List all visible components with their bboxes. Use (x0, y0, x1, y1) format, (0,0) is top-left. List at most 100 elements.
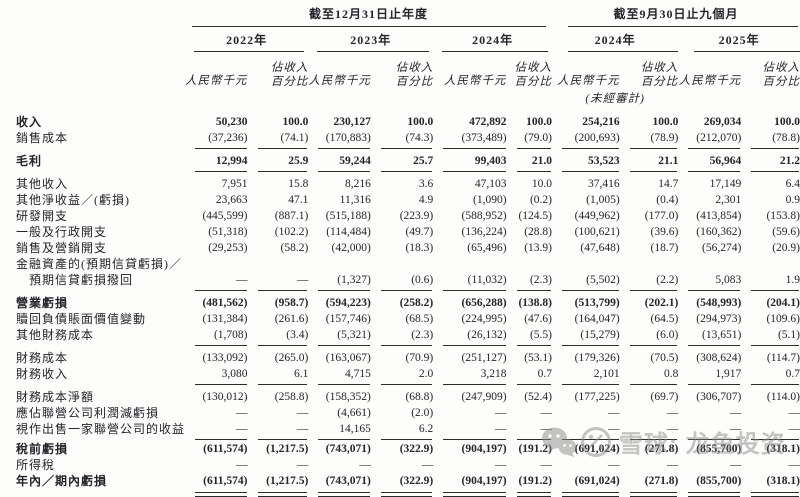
table-row: 財務收入 3,080 6.1 4,715 2.0 3,218 0.7 2,101 0.8 1,91… (16, 366, 800, 385)
unaudited-note: (未經審計) (585, 93, 645, 105)
value-cell: (79.0) (507, 130, 552, 149)
value-cell: (855,700) (696, 443, 742, 455)
value-cell: 2,301 (715, 194, 742, 206)
table-row: 財務成本 (133,092) (265.0) (163,067) (70.9) (251,… (16, 343, 800, 366)
value-cell: — (185, 272, 248, 291)
value-cell: (6.0) (620, 327, 678, 346)
value-cell (678, 256, 741, 272)
unaudited-note-row: (未經審計) (16, 89, 800, 114)
value-cell: (114.0) (766, 391, 800, 403)
value-cell: (271.8) (644, 443, 679, 455)
value-cell: (59.6) (772, 226, 800, 238)
year-header-2023: 2023年 (308, 27, 433, 52)
value-cell: (0.6) (371, 272, 433, 291)
table-row: 稅前虧損 (611,574) (1,217.5) (743,071) (322.9) (9… (16, 437, 800, 457)
value-cell: 50,230 (215, 116, 248, 128)
value-cell: (5,321) (308, 327, 371, 346)
value-cell: (47,648) (580, 242, 620, 254)
value-cell: 11,316 (339, 194, 371, 206)
income-statement-table: 截至12月31日止年度 截至9月30日止九個月 2022年 2023年 2024… (16, 6, 800, 497)
value-cell: 100.0 (526, 116, 553, 128)
value-cell: (594,223) (325, 297, 371, 309)
period-group-annual: 截至12月31日止年度 (185, 6, 552, 27)
value-cell: 0.8 (620, 366, 678, 385)
value-cell: (322.9) (399, 443, 434, 455)
value-cell: 99,403 (433, 146, 507, 172)
value-cell: (258.2) (399, 297, 434, 309)
value-cell: (138.8) (518, 297, 553, 309)
row-label: 財務收入 (16, 367, 69, 381)
value-cell: — (495, 407, 507, 419)
period-group-row: 截至12月31日止年度 截至9月30日止九個月 (16, 6, 800, 27)
value-cell: 6.1 (248, 366, 308, 385)
row-label: 財務成本淨額 (16, 390, 95, 404)
spacer-cell (16, 89, 185, 114)
value-cell: — (248, 421, 308, 440)
value-cell: — (678, 421, 741, 440)
row-label: 一般及行政開支 (16, 225, 108, 239)
value-cell: (163,067) (325, 352, 371, 364)
period-group-interim: 截至9月30日止九個月 (552, 6, 800, 27)
value-cell: (52.4) (524, 391, 553, 403)
value-cell: 15.8 (288, 178, 309, 190)
value-cell: 21.0 (507, 146, 552, 172)
year-header-9m2025: 2025年 (678, 27, 800, 52)
value-cell: 3,080 (185, 366, 248, 385)
value-cell (185, 256, 248, 272)
value-cell: 472,892 (469, 116, 507, 128)
value-cell: (191.2) (507, 473, 552, 497)
value-cell: (68.5) (405, 313, 434, 325)
value-cell: (611,574) (203, 443, 248, 455)
spacer-cell (185, 89, 552, 114)
spacer-cell (678, 89, 800, 114)
value-cell: (743,071) (325, 443, 371, 455)
value-cell: 2.0 (371, 366, 433, 385)
table-row: 銷售及營銷開支 (29,253) (58.2) (42,000) (18.3) (65,4… (16, 240, 800, 256)
value-cell: (318.1) (741, 473, 800, 497)
value-cell: (904,197) (433, 473, 507, 497)
value-cell: (2.2) (620, 272, 678, 291)
spacer-cell (16, 52, 185, 89)
table-row: 研發開支 (445,599) (887.1) (515,188) (223.9) (588… (16, 208, 800, 224)
value-cell: (51,318) (208, 226, 248, 238)
value-cell: 47.1 (288, 194, 309, 206)
table-row: 預期信貸虧損撥回 — — (1,327) (0.6) (11,032) (2.3) (5,50… (16, 272, 800, 291)
value-cell: (114.7) (766, 352, 800, 364)
value-cell: (28.8) (524, 226, 553, 238)
amount-unit-header: 人民幣千元 (678, 75, 742, 87)
table-row: 金融資產的(預期信貸虧損)／ (16, 256, 800, 272)
value-cell: — (620, 421, 678, 440)
row-label: 收入 (16, 115, 43, 129)
value-cell: 5,083 (678, 272, 741, 291)
value-cell: (5,502) (552, 272, 620, 291)
value-cell: (1,327) (308, 272, 371, 291)
value-cell: (2.0) (411, 407, 434, 419)
value-cell: 56,964 (678, 146, 741, 172)
pct-header: 佔收入 百分比 (640, 62, 679, 88)
value-cell: 1.9 (741, 272, 800, 291)
value-cell: (74.1) (248, 130, 308, 149)
value-cell: (2.3) (507, 272, 552, 291)
value-cell: (124.5) (518, 210, 553, 222)
value-cell (741, 256, 800, 272)
row-label: 視作出售一家聯營公司的收益 (16, 422, 186, 436)
value-cell: (258.8) (274, 391, 309, 403)
value-cell: — (236, 459, 248, 471)
row-label: 應佔聯營公司利潤減虧損 (16, 406, 160, 420)
value-cell: 100.0 (407, 116, 434, 128)
value-cell: — (296, 459, 309, 471)
value-cell: (224,995) (461, 313, 507, 325)
value-cell (552, 256, 620, 272)
value-cell: (131,384) (202, 313, 248, 325)
value-cell: 37,416 (588, 178, 620, 190)
row-label: 銷售成本 (16, 131, 69, 145)
value-cell: — (741, 421, 800, 440)
amount-unit-header: 人民幣千元 (557, 75, 620, 87)
value-cell: (191.2) (518, 443, 553, 455)
column-unit-header-row: 人民幣千元 佔收入 百分比 人民幣千元 佔收入 百分比 人民幣千元 佔收入 百分比 人… (16, 52, 800, 89)
value-cell: 100.0 (282, 116, 309, 128)
value-cell: (78.9) (620, 130, 678, 149)
value-cell: (212,070) (678, 130, 741, 149)
table-row: 其他收入 7,951 15.8 8,216 3.6 47,103 10.0 37,416 14.… (16, 169, 800, 192)
value-cell: (308,624) (696, 352, 742, 364)
